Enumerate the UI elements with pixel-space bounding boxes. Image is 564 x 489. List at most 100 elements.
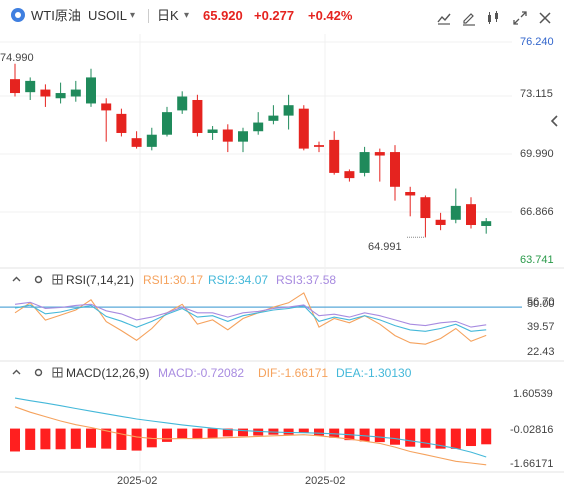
macd-bar	[420, 428, 431, 448]
candle-body	[435, 219, 446, 225]
candle-body	[298, 108, 309, 149]
macd-y-tick: 1.60539	[513, 388, 553, 400]
rsi-y-tick: 39.57	[527, 321, 555, 333]
candle-body	[238, 131, 248, 142]
candle-body	[268, 115, 279, 121]
rsi-title: RSI(7,14,21)	[66, 273, 135, 287]
dif-legend: DIF:-1.66171	[258, 366, 329, 380]
rsi-y-tick: 22.43	[527, 346, 555, 358]
macd-line-dif	[14, 406, 487, 466]
x-tick-label: 2025-02	[305, 475, 346, 487]
macd-bar	[450, 428, 461, 449]
rsi-line-rsi2	[14, 304, 487, 332]
candle-body	[283, 105, 294, 116]
header-divider	[148, 9, 149, 23]
macd-bar	[359, 428, 370, 442]
price-change: +0.277	[254, 8, 295, 23]
collapse-icon[interactable]	[11, 274, 22, 285]
macd-y-tick: -0.02816	[510, 424, 554, 436]
macd-bar	[86, 428, 96, 448]
symbol-name[interactable]: WTI原油	[31, 8, 81, 23]
macd-bar	[405, 428, 416, 447]
low-annotation: 64.991	[368, 241, 402, 253]
macd-bar	[329, 428, 340, 438]
candlestick-series	[10, 57, 492, 238]
indicator-settings-icon[interactable]	[52, 274, 63, 285]
y-tick-label: 76.240	[520, 36, 554, 48]
y-tick-label: 69.990	[520, 148, 554, 160]
candle-body	[314, 145, 324, 147]
candle-body	[420, 197, 431, 219]
macd-bar	[435, 428, 446, 449]
candle-body	[390, 152, 400, 187]
candle-body	[466, 204, 476, 225]
settings-icon[interactable]	[33, 367, 44, 378]
macd-bar	[101, 428, 112, 449]
settings-icon[interactable]	[33, 274, 44, 285]
chart-header: WTI原油 USOIL ▾ 日K ▾ 65.920 +0.277 +0.42%	[0, 0, 564, 34]
candle-body	[131, 138, 142, 147]
close-icon[interactable]	[536, 9, 554, 27]
candle-body	[207, 129, 218, 133]
symbol-dropdown-icon[interactable]: ▾	[130, 10, 136, 21]
candle-body	[344, 171, 355, 179]
indicator-settings-icon[interactable]	[52, 367, 63, 378]
y-tick-label: 63.741	[520, 254, 554, 266]
rsi-line-rsi1	[14, 292, 487, 345]
candle-body	[25, 80, 36, 93]
candle-body	[101, 103, 112, 111]
macd-title: MACD(12,26,9)	[66, 366, 150, 380]
candle-body	[192, 99, 203, 133]
candle-body	[450, 205, 461, 220]
macd-y-tick: -1.66171	[510, 458, 554, 470]
y-tick-label: 73.115	[520, 88, 553, 100]
candle-body	[359, 152, 370, 173]
symbol-code[interactable]: USOIL	[88, 8, 128, 23]
candle-body	[481, 221, 492, 226]
high-annotation: 74.990	[0, 52, 34, 64]
candle-body	[40, 89, 51, 97]
macd-bar	[10, 428, 20, 452]
rsi3-legend: RSI3:37.58	[276, 273, 337, 287]
collapse-icon[interactable]	[11, 367, 22, 378]
macd-bar	[25, 428, 36, 450]
chart-grid	[0, 34, 564, 473]
fullscreen-icon[interactable]	[511, 9, 529, 27]
macd-bar	[481, 428, 492, 445]
candle-body	[116, 113, 127, 133]
macd-bar	[192, 428, 203, 440]
macd-bar	[238, 428, 248, 437]
symbol-icon	[11, 8, 25, 22]
rsi-pane	[0, 292, 522, 345]
candle-body	[253, 122, 264, 132]
indicator-icon[interactable]	[435, 9, 453, 27]
macd-bar	[390, 428, 400, 445]
x-tick-label: 2025-02	[117, 475, 158, 487]
macd-bar	[55, 428, 66, 450]
macd-line-dea	[14, 397, 487, 458]
macd-bar	[222, 428, 233, 437]
rsi-y-tick: 56.70	[527, 296, 555, 308]
chevron-left-icon[interactable]	[549, 114, 561, 128]
compare-icon[interactable]	[484, 9, 502, 27]
period-selector[interactable]: 日K	[157, 8, 179, 23]
price-change-percent: +0.42%	[308, 8, 353, 23]
macd-bar	[253, 428, 264, 436]
macd-bar	[466, 428, 476, 447]
rsi2-legend: RSI2:34.07	[208, 273, 269, 287]
macd-bar	[131, 428, 142, 451]
macd-legend: MACD:-0.72082	[158, 366, 245, 380]
candle-body	[374, 152, 385, 156]
candle-body	[70, 89, 81, 97]
rsi-line-rsi3	[14, 301, 487, 328]
macd-bar	[314, 428, 324, 436]
period-dropdown-icon[interactable]: ▾	[184, 10, 190, 21]
candle-body	[222, 129, 233, 142]
dea-legend: DEA:-1.30130	[336, 366, 412, 380]
edit-icon[interactable]	[460, 9, 478, 27]
rsi-y-tick: 50.00	[527, 298, 555, 310]
candle-body	[146, 134, 157, 147]
candle-body	[405, 192, 416, 196]
candle-body	[86, 77, 96, 104]
candle-body	[177, 96, 188, 111]
